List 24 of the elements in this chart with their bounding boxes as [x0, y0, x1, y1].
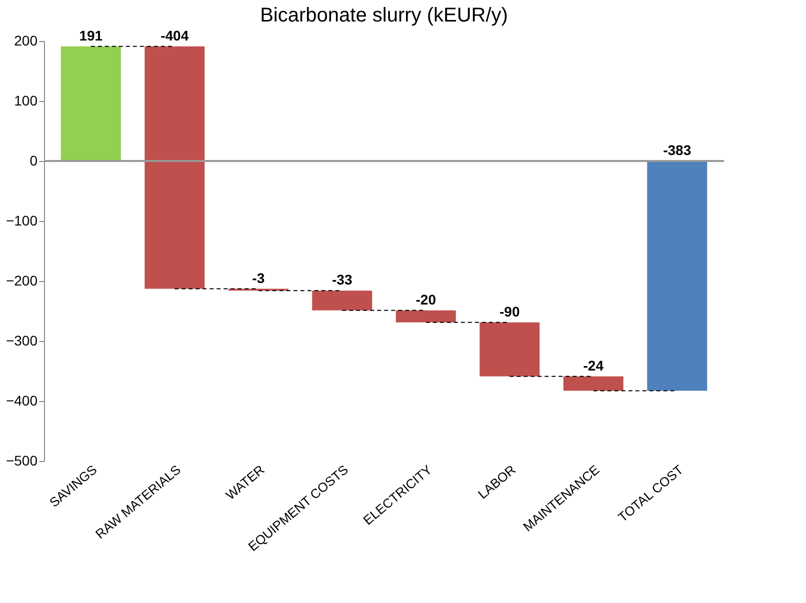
data-label: 191 — [79, 27, 103, 44]
data-label: -33 — [332, 272, 352, 288]
data-label: -3 — [252, 270, 265, 286]
bar — [480, 322, 540, 376]
y-tick-label: −300 — [6, 332, 38, 348]
bar — [60, 46, 121, 161]
y-tick-label: −100 — [6, 212, 38, 228]
bar — [647, 161, 708, 391]
bar — [144, 46, 205, 289]
data-label: -24 — [583, 357, 604, 374]
y-tick-label: 100 — [14, 92, 38, 108]
data-label: -20 — [416, 291, 436, 308]
y-tick-label: 200 — [14, 32, 38, 48]
y-tick-label: −400 — [6, 392, 38, 408]
data-label: -383 — [663, 142, 692, 158]
data-label: -90 — [500, 303, 520, 320]
bar — [396, 310, 456, 322]
y-tick-label: 0 — [30, 152, 38, 168]
bar — [312, 290, 372, 310]
chart-title: Bicarbonate slurry (kEUR/y) — [260, 4, 508, 26]
data-label: -404 — [160, 27, 189, 44]
bar — [563, 376, 624, 391]
y-tick-label: −200 — [6, 272, 38, 288]
y-tick-label: −500 — [6, 452, 38, 468]
